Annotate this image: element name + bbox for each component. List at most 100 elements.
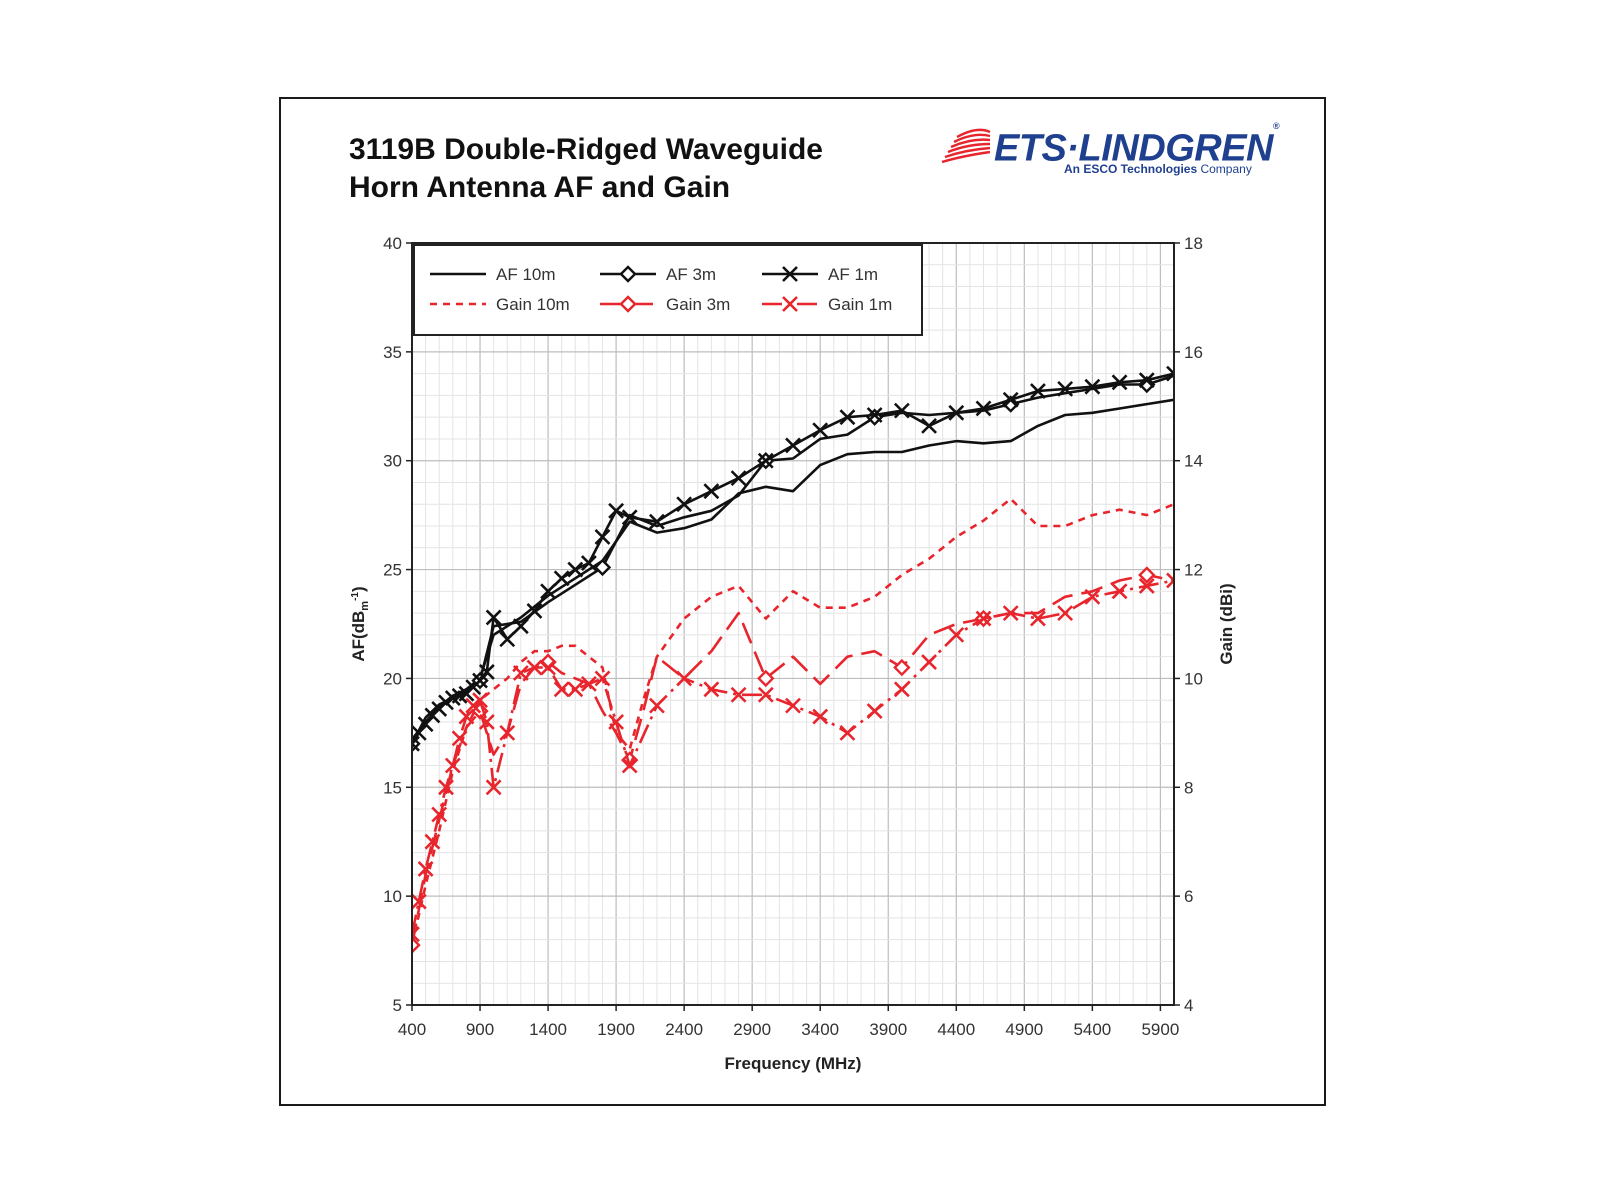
- legend-marker: [619, 295, 637, 313]
- data-point: [485, 609, 502, 626]
- data-point: [1138, 577, 1155, 594]
- data-point: [1111, 583, 1128, 600]
- data-point: [1111, 374, 1128, 391]
- data-point: [412, 926, 420, 943]
- data-point: [948, 626, 965, 643]
- y-right-tick-label: 6: [1184, 887, 1193, 906]
- data-point: [812, 422, 829, 439]
- series-line: [412, 374, 1174, 745]
- data-point: [451, 730, 468, 747]
- legend-item: Gain 10m: [430, 295, 570, 314]
- data-point: [499, 724, 516, 741]
- data-point: [1057, 380, 1074, 397]
- x-axis-label: Frequency (MHz): [725, 1054, 862, 1073]
- data-point: [512, 618, 529, 635]
- data-point: [594, 528, 611, 545]
- legend-item: AF 1m: [762, 265, 878, 284]
- data-point: [553, 570, 570, 587]
- plot-border: [411, 242, 1175, 1006]
- data-point: [594, 670, 611, 687]
- legend-item: AF 3m: [600, 265, 716, 284]
- data-point: [540, 659, 556, 676]
- legend-label: AF 10m: [496, 265, 556, 284]
- logo-stripe: [950, 138, 991, 149]
- data-point: [478, 714, 495, 730]
- data-point: [417, 716, 434, 733]
- data-point: [472, 692, 488, 709]
- data-point: [417, 861, 434, 877]
- title-line-2: Horn Antenna AF and Gain: [349, 171, 731, 204]
- data-point: [438, 779, 454, 796]
- data-point: [1138, 566, 1156, 584]
- data-point: [431, 806, 448, 823]
- data-point: [839, 724, 856, 741]
- data-point: [921, 654, 937, 671]
- legend-label: Gain 3m: [666, 295, 730, 314]
- data-point: [948, 404, 965, 421]
- x-tick-label: 4400: [937, 1020, 975, 1039]
- data-point: [608, 502, 625, 519]
- data-point: [757, 686, 774, 703]
- logo-stripe: [941, 150, 991, 164]
- data-point: [444, 757, 461, 774]
- data-point: [499, 631, 516, 648]
- data-point: [540, 583, 556, 600]
- data-point: [866, 407, 883, 423]
- data-point: [757, 452, 774, 469]
- legend-label: Gain 10m: [496, 295, 570, 314]
- data-point: [485, 779, 502, 796]
- series-af-1m: [412, 365, 1174, 752]
- logo-stripe: [947, 142, 991, 154]
- y-left-tick-label: 20: [383, 669, 402, 688]
- logo-stripe: [944, 146, 991, 159]
- data-point: [412, 936, 421, 954]
- data-point: [812, 708, 829, 725]
- data-point: [621, 509, 638, 526]
- data-point: [1166, 572, 1174, 589]
- legend-item: AF 10m: [430, 265, 556, 284]
- x-tick-label: 900: [466, 1020, 494, 1039]
- logo-brand: ETS·LINDGREN®: [994, 121, 1280, 170]
- legend-item: Gain 1m: [762, 295, 892, 314]
- logo-stripe: [956, 128, 991, 139]
- series-gain-10m: [412, 497, 1174, 946]
- data-point: [757, 669, 775, 688]
- data-point: [526, 603, 543, 619]
- series-gain-1m: [412, 572, 1174, 943]
- x-tick-label: 3900: [869, 1020, 907, 1039]
- data-point: [1166, 365, 1174, 382]
- logo-stripe: [953, 133, 991, 144]
- data-point: [1084, 378, 1101, 395]
- figure-title: 3119B Double-Ridged Waveguide Horn Anten…: [349, 131, 823, 207]
- x-tick-label: 2900: [733, 1020, 771, 1039]
- y-left-tick-label: 40: [383, 234, 402, 253]
- y-axis-left-label: AF(dBm-1): [349, 586, 371, 661]
- data-point: [567, 681, 584, 698]
- logo-stripes-icon: [941, 128, 991, 164]
- legend-marker: [782, 266, 798, 282]
- data-point: [730, 470, 747, 487]
- x-tick-label: 5900: [1141, 1020, 1179, 1039]
- legend-label: AF 1m: [828, 265, 878, 284]
- figure-frame: [279, 97, 1326, 1106]
- data-point: [921, 417, 937, 434]
- legend-item: Gain 3m: [600, 295, 730, 314]
- legend-marker: [619, 265, 637, 283]
- data-point: [703, 681, 720, 698]
- data-point: [649, 513, 665, 530]
- data-point: [975, 610, 992, 627]
- data-point: [412, 735, 420, 752]
- data-point: [785, 437, 801, 454]
- legend-label: AF 3m: [666, 265, 716, 284]
- data-point: [458, 708, 475, 725]
- y-left-tick-label: 30: [383, 452, 402, 471]
- data-point: [553, 681, 570, 698]
- y-left-tick-label: 10: [383, 887, 402, 906]
- data-point: [893, 402, 910, 419]
- x-tick-label: 400: [398, 1020, 426, 1039]
- y-left-tick-label: 5: [393, 996, 402, 1015]
- data-point: [1030, 610, 1046, 627]
- y-left-tick-label: 25: [383, 561, 402, 580]
- data-point: [893, 658, 911, 677]
